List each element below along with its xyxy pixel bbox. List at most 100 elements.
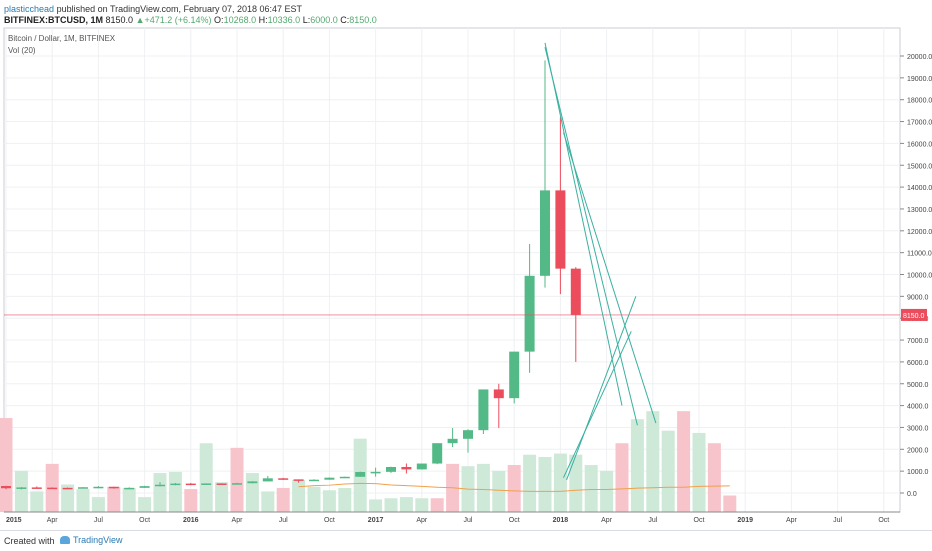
candle-body [201, 483, 212, 485]
candle-body [278, 478, 289, 480]
volume-bar [122, 487, 136, 512]
volume-ma-path [298, 482, 730, 492]
y-tick-label: 5000.0 [907, 382, 929, 389]
x-tick-label: Oct [694, 517, 705, 524]
close-value: 8150.0 [349, 15, 377, 25]
volume-bar [723, 495, 737, 512]
volume-bar [430, 498, 444, 512]
open-label: O: [214, 15, 224, 25]
volume-bar [615, 443, 629, 512]
volume-bar [30, 491, 44, 512]
candle-body [555, 190, 566, 269]
x-tick-label: 2016 [183, 517, 199, 524]
volume-bar [646, 411, 660, 512]
candle-body [463, 430, 473, 439]
volume-bar [322, 490, 336, 512]
y-tick-label: 20000.0 [907, 54, 932, 61]
candle-body [339, 476, 350, 479]
last-price-tag [901, 308, 927, 321]
candle-body [293, 479, 304, 481]
candle-body [493, 389, 504, 399]
x-tick-label: Apr [232, 517, 244, 524]
y-tick-label: 18000.0 [907, 98, 932, 105]
candle-body [509, 351, 520, 399]
candle-body [16, 487, 27, 489]
candle-body [447, 438, 458, 444]
price-axis[interactable]: 0.0 1000.0 2000.0 3000.0 4000.0 5000.0 6000.0 7… [900, 54, 932, 498]
tradingview-cloud-icon [60, 536, 70, 544]
volume-bar [307, 486, 321, 512]
volume-bar [630, 419, 644, 512]
low-value: 6000.0 [310, 15, 338, 25]
grid [3, 27, 901, 513]
volume-bar [661, 430, 675, 512]
y-tick-label: 0.0 [907, 491, 917, 498]
candle-body [139, 486, 150, 488]
tradingview-link[interactable]: TradingView [60, 535, 123, 545]
volume-bar [476, 463, 490, 512]
volume-bar [138, 497, 152, 512]
candle-body [47, 487, 58, 490]
candle-body [232, 483, 242, 485]
x-tick-label: Jul [648, 517, 657, 524]
candle-body [185, 483, 196, 486]
y-tick-label: 13000.0 [907, 207, 932, 214]
trendline [563, 132, 657, 424]
volume-bar [0, 418, 13, 512]
volume-bar [261, 491, 275, 512]
y-tick-label: 4000.0 [907, 404, 929, 411]
x-tick-label: Apr [601, 517, 613, 524]
volume-bar [492, 470, 506, 512]
volume-bar [384, 498, 398, 512]
candle-body [355, 471, 366, 477]
volume-bar [338, 487, 352, 512]
y-tick-label: 14000.0 [907, 185, 932, 192]
x-tick-label: Oct [878, 517, 889, 524]
x-tick-label: Oct [509, 517, 520, 524]
x-tick-label: 2019 [737, 517, 753, 524]
candle-body [370, 471, 381, 474]
volume-bar [415, 498, 429, 512]
volume-bar [168, 471, 182, 512]
candle-body [216, 483, 227, 485]
x-tick-label: 2017 [368, 517, 384, 524]
x-tick-label: Apr [416, 517, 428, 524]
x-tick-label: 2015 [6, 517, 22, 524]
created-with-text: Created with [4, 536, 55, 546]
candle-body [247, 481, 258, 484]
volume-bar [677, 411, 691, 512]
volume-bar [107, 486, 121, 512]
candle-body [155, 484, 165, 487]
volume-bar [553, 453, 567, 512]
time-axis[interactable]: 2015 Apr Jul Oct 2016 Apr Jul Oct 2017 Apr Jul Oct 2… [4, 511, 900, 524]
candle-body [540, 190, 550, 276]
volume-bar [369, 499, 383, 512]
candle-body [309, 479, 319, 482]
volume-bars [0, 411, 737, 512]
y-tick-label: 2000.0 [907, 447, 929, 454]
x-tick-label: Jul [833, 517, 842, 524]
volume-bar [184, 489, 198, 512]
publish-info: plasticchead published on TradingView.co… [4, 4, 302, 14]
candle-body [62, 487, 73, 490]
last-price-label: 8150.0 [903, 313, 925, 320]
y-tick-label: 17000.0 [907, 120, 932, 127]
x-tick-label: Oct [324, 517, 335, 524]
symbol: BITFINEX:BTCUSD, 1M [4, 15, 103, 25]
volume-bar [14, 470, 28, 512]
volume-bar [399, 497, 413, 512]
y-tick-label: 12000.0 [907, 229, 932, 236]
candle-body [93, 486, 104, 489]
candle-body [324, 477, 335, 480]
x-tick-label: Apr [786, 517, 798, 524]
x-tick-label: 2018 [553, 517, 569, 524]
x-tick-label: Jul [279, 517, 288, 524]
volume-bar [215, 482, 229, 512]
open-value: 10268.0 [223, 15, 257, 25]
candle-body [170, 483, 181, 486]
volume-bar [61, 484, 75, 512]
publisher-link[interactable]: plasticchead [4, 4, 55, 14]
volume-bar [153, 473, 167, 512]
candle-body [31, 487, 42, 489]
